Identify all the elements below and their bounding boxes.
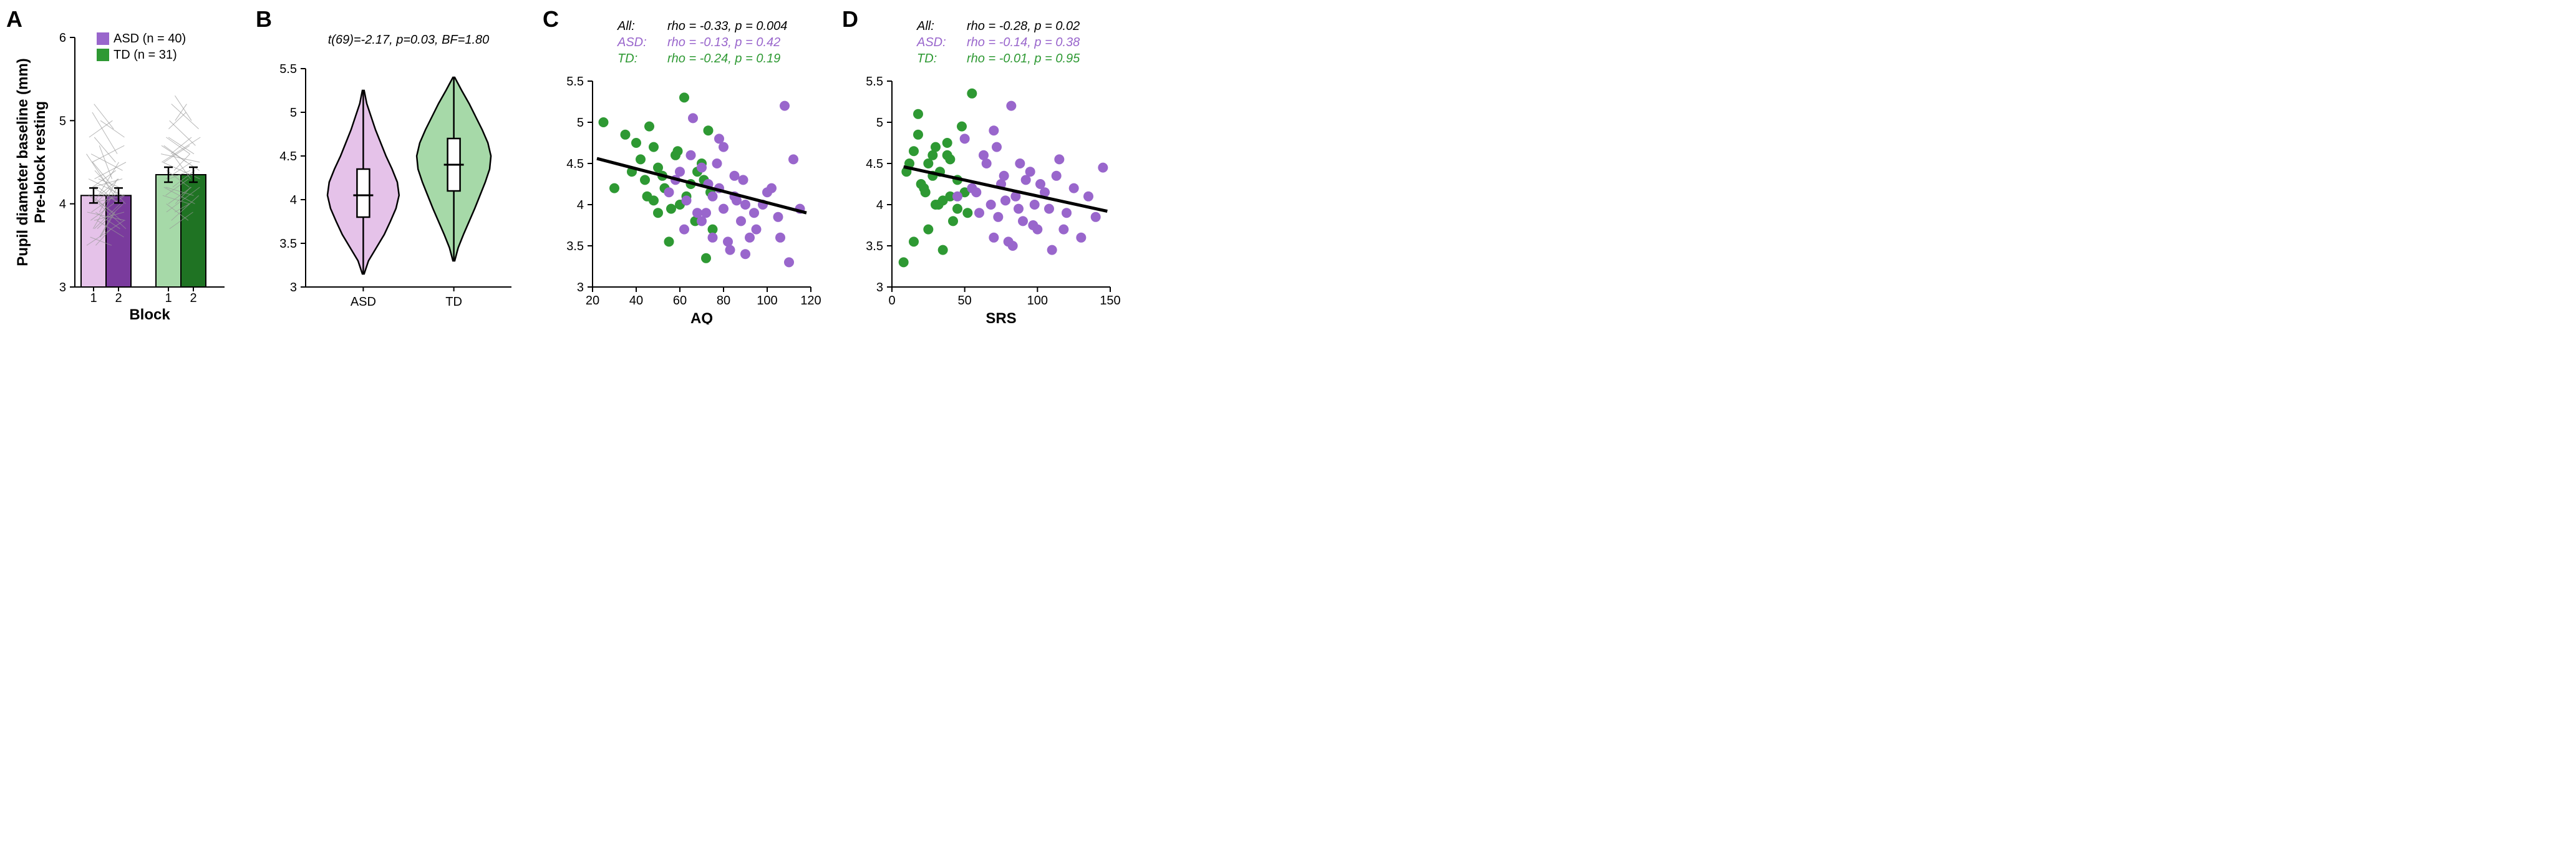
svg-text:3: 3 xyxy=(876,281,883,294)
svg-text:60: 60 xyxy=(673,294,687,308)
panel-d: D 33.544.555.5050100150SRSAll:rho = -0.2… xyxy=(848,12,1123,328)
svg-text:50: 50 xyxy=(958,294,972,308)
svg-text:ASD:: ASD: xyxy=(916,36,946,49)
svg-text:0: 0 xyxy=(888,294,895,308)
svg-text:5.5: 5.5 xyxy=(566,75,584,89)
svg-text:4.5: 4.5 xyxy=(866,157,883,171)
svg-text:rho = -0.24, p = 0.19: rho = -0.24, p = 0.19 xyxy=(667,52,780,66)
svg-text:3: 3 xyxy=(59,281,66,294)
panel-b-svg: 3 3.5 4 4.5 5 5.5 t(69)=-2.17, p=0.03, BF=1.80… xyxy=(262,12,524,324)
panel-a: A 3456Pupil diameter baseline (mm)Pre-bl… xyxy=(12,12,237,328)
panel-c: C 33.544.555.520406080100120AQAll:rho = … xyxy=(549,12,823,328)
svg-text:150: 150 xyxy=(1100,294,1120,308)
svg-text:2: 2 xyxy=(190,291,196,305)
svg-text:6: 6 xyxy=(59,31,66,45)
svg-text:SRS: SRS xyxy=(985,310,1016,324)
panel-a-label: A xyxy=(6,6,22,32)
panel-c-svg: 3 3.5 4 4.5 5 5.5 20 40 60 80 100 120 AQ All: rho = -0… xyxy=(549,12,823,324)
svg-text:TD: TD xyxy=(445,295,462,309)
svg-text:4: 4 xyxy=(290,193,297,207)
svg-text:rho = -0.28, p = 0.02: rho = -0.28, p = 0.02 xyxy=(967,19,1080,33)
panel-d-label: D xyxy=(842,6,858,32)
svg-text:5.5: 5.5 xyxy=(866,75,883,89)
svg-text:5: 5 xyxy=(577,116,584,130)
svg-text:4: 4 xyxy=(876,198,883,212)
svg-text:TD:: TD: xyxy=(617,52,637,66)
svg-text:1: 1 xyxy=(90,291,97,305)
svg-text:4.5: 4.5 xyxy=(566,157,584,171)
panel-d-svg: 3 3.5 4 4.5 5 5.5 0 50 100 150 SRS All: rho = -0.28,… xyxy=(848,12,1123,324)
svg-text:3.5: 3.5 xyxy=(866,240,883,253)
svg-text:ASD:: ASD: xyxy=(617,36,647,49)
svg-text:rho = -0.13, p = 0.42: rho = -0.13, p = 0.42 xyxy=(667,36,780,49)
svg-text:20: 20 xyxy=(586,294,599,308)
svg-text:TD:: TD: xyxy=(917,52,937,66)
svg-text:AQ: AQ xyxy=(690,310,713,324)
svg-text:3.5: 3.5 xyxy=(279,237,297,251)
svg-text:4: 4 xyxy=(59,198,66,212)
svg-text:All:: All: xyxy=(916,19,934,33)
svg-text:All:: All: xyxy=(617,19,635,33)
svg-text:rho = -0.01, p = 0.95: rho = -0.01, p = 0.95 xyxy=(967,52,1080,66)
svg-text:5: 5 xyxy=(876,116,883,130)
svg-text:t(69)=-2.17, p=0.03, BF=1.80: t(69)=-2.17, p=0.03, BF=1.80 xyxy=(328,33,490,47)
svg-text:4: 4 xyxy=(577,198,584,212)
panel-b-label: B xyxy=(256,6,272,32)
svg-text:100: 100 xyxy=(1027,294,1048,308)
svg-text:2: 2 xyxy=(115,291,122,305)
svg-text:Pre-block resting: Pre-block resting xyxy=(32,101,49,223)
svg-text:Block: Block xyxy=(129,306,170,323)
svg-text:rho = -0.33, p = 0.004: rho = -0.33, p = 0.004 xyxy=(667,19,787,33)
svg-text:4.5: 4.5 xyxy=(279,150,297,163)
svg-text:5.5: 5.5 xyxy=(279,62,297,76)
svg-text:5: 5 xyxy=(290,106,297,120)
svg-text:80: 80 xyxy=(717,294,730,308)
svg-text:TD (n = 31): TD (n = 31) xyxy=(114,48,177,62)
panel-b: B 33.544.555.5t(69)=-2.17, p=0.03, BF=1.… xyxy=(262,12,524,328)
svg-text:3: 3 xyxy=(290,281,297,294)
svg-text:100: 100 xyxy=(757,294,777,308)
svg-text:5: 5 xyxy=(59,114,66,128)
panel-a-svg: 3 4 5 6 Pupil diameter baseline (mm)Pre-bloc… xyxy=(12,12,237,324)
svg-text:Pupil diameter baseline (mm): Pupil diameter baseline (mm) xyxy=(14,58,31,266)
figure-container: A 3456Pupil diameter baseline (mm)Pre-bl… xyxy=(12,12,2564,328)
svg-text:3.5: 3.5 xyxy=(566,240,584,253)
svg-text:ASD: ASD xyxy=(351,295,376,309)
svg-text:ASD (n = 40): ASD (n = 40) xyxy=(114,32,186,46)
svg-text:3: 3 xyxy=(577,281,584,294)
svg-text:120: 120 xyxy=(800,294,821,308)
svg-text:rho = -0.14, p = 0.38: rho = -0.14, p = 0.38 xyxy=(967,36,1080,49)
svg-text:1: 1 xyxy=(165,291,172,305)
svg-text:40: 40 xyxy=(629,294,643,308)
panel-c-label: C xyxy=(543,6,559,32)
